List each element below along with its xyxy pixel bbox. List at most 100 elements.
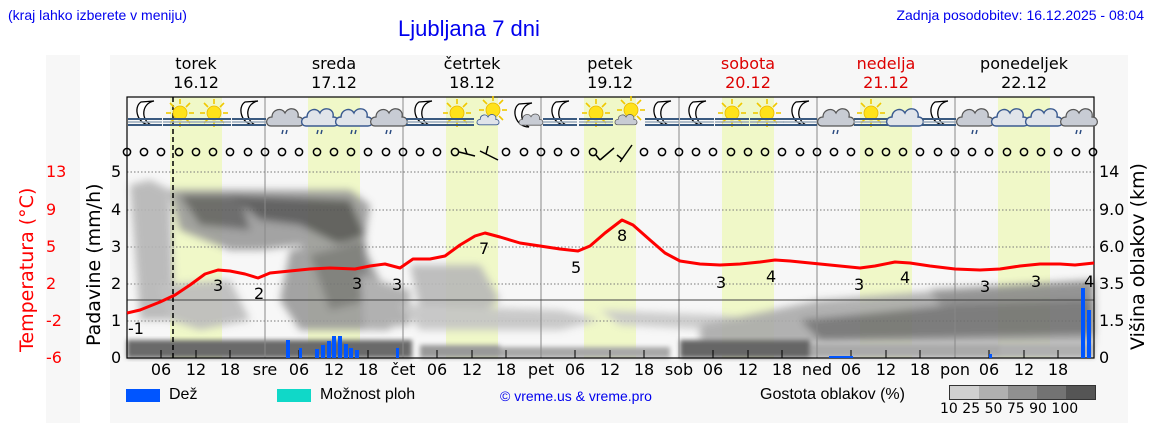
cloud-density-scale bbox=[949, 385, 1096, 400]
svg-text:2: 2 bbox=[254, 284, 264, 303]
cloud-density-ticks: 10 25 50 75 90 100 bbox=[940, 401, 1078, 417]
copyright: © vreme.us & vreme.pro bbox=[500, 388, 652, 404]
svg-text:3: 3 bbox=[716, 273, 726, 292]
storm-swatch bbox=[277, 389, 311, 402]
cloud-drizzle-icon bbox=[370, 108, 408, 135]
x-tick: 12 bbox=[461, 360, 483, 379]
x-tick: 12 bbox=[1013, 360, 1035, 379]
cloud-density-layer bbox=[127, 180, 1094, 358]
precip-tick: 3 bbox=[111, 237, 122, 256]
moon-fog-icon bbox=[782, 100, 818, 126]
cloud-height-tick: 3.5 bbox=[1099, 274, 1125, 293]
day-name: sreda bbox=[311, 54, 357, 73]
cloud-drizzle-icon bbox=[266, 108, 304, 135]
temp-tick: 9 bbox=[46, 200, 57, 219]
density-tick: 25 bbox=[962, 401, 981, 417]
svg-text:-1: -1 bbox=[128, 319, 144, 338]
x-tick: sre bbox=[252, 360, 278, 379]
x-tick: 12 bbox=[323, 360, 345, 379]
day-date: 17.12 bbox=[311, 73, 357, 92]
day-header: četrtek 18.12 bbox=[412, 54, 532, 92]
density-tick: 10 bbox=[940, 401, 958, 417]
precip-tick: 1 bbox=[111, 311, 122, 330]
moon-fog-icon bbox=[644, 100, 680, 126]
x-tick: 18 bbox=[771, 360, 793, 379]
day-date: 16.12 bbox=[173, 73, 219, 92]
cloud-drizzle-icon bbox=[956, 108, 994, 135]
day-name: sobota bbox=[720, 54, 776, 73]
day-separators bbox=[264, 97, 956, 358]
cloud-height-tick: 0 bbox=[1099, 348, 1110, 367]
svg-text:3: 3 bbox=[352, 274, 362, 293]
svg-text:3: 3 bbox=[1031, 272, 1041, 291]
page-title: Ljubljana 7 dni bbox=[398, 16, 540, 41]
rain-legend-label: Dež bbox=[169, 386, 198, 403]
day-header: sobota 20.12 bbox=[688, 54, 808, 92]
x-tick: pet bbox=[527, 360, 555, 379]
moon-fog-icon bbox=[921, 100, 957, 126]
wind-symbols bbox=[122, 144, 1098, 163]
precip-tick: 4 bbox=[111, 200, 122, 219]
day-name: petek bbox=[587, 54, 633, 73]
moon-fog-icon bbox=[542, 100, 578, 126]
last-updated: Zadnja posodobitev: 16.12.2025 - 08:04 bbox=[896, 7, 1144, 23]
x-tick: ned bbox=[801, 360, 833, 379]
moon-cloud-icon bbox=[514, 102, 544, 128]
moon-fog-icon bbox=[679, 100, 715, 126]
temperature-labels: -1 3 2 3 3 7 5 8 3 4 3 4 3 3 4 bbox=[128, 226, 1094, 338]
svg-text:4: 4 bbox=[766, 267, 776, 286]
day-name: ponedeljek bbox=[980, 54, 1068, 73]
x-tick: 18 bbox=[1047, 360, 1069, 379]
day-date: 20.12 bbox=[725, 73, 771, 92]
density-tick: 50 bbox=[984, 401, 1003, 417]
svg-text:7: 7 bbox=[479, 239, 489, 258]
temp-tick: 2 bbox=[46, 274, 57, 293]
density-tick: 100 bbox=[1051, 401, 1079, 417]
precip-tick: 0 bbox=[111, 348, 122, 367]
svg-text:3: 3 bbox=[980, 277, 990, 296]
cloud-density-label: Gostota oblakov (%) bbox=[760, 386, 905, 403]
precip-tick: 2 bbox=[111, 274, 122, 293]
day-header: sreda 17.12 bbox=[274, 54, 394, 92]
x-tick: 18 bbox=[495, 360, 517, 379]
x-tick: 12 bbox=[737, 360, 759, 379]
day-date: 19.12 bbox=[587, 73, 633, 92]
x-tick: 06 bbox=[150, 360, 172, 379]
x-tick: čet bbox=[390, 360, 416, 379]
day-name: nedelja bbox=[856, 54, 916, 73]
day-name: torek bbox=[175, 54, 217, 73]
svg-text:4: 4 bbox=[900, 268, 910, 287]
day-header: torek 16.12 bbox=[136, 54, 256, 92]
temperature-line bbox=[126, 218, 1095, 315]
x-tick: 18 bbox=[633, 360, 655, 379]
moon-fog-icon bbox=[127, 100, 163, 126]
x-tick: 06 bbox=[978, 360, 1000, 379]
density-tick: 75 bbox=[1006, 401, 1025, 417]
moon-fog-icon bbox=[231, 100, 267, 126]
x-tick: 06 bbox=[564, 360, 586, 379]
rain-swatch bbox=[126, 389, 160, 402]
day-header: ponedeljek 22.12 bbox=[964, 54, 1084, 92]
svg-text:3: 3 bbox=[854, 275, 864, 294]
day-header: nedelja 21.12 bbox=[826, 54, 946, 92]
svg-text:4: 4 bbox=[1084, 272, 1094, 291]
x-tick: 12 bbox=[185, 360, 207, 379]
svg-text:3: 3 bbox=[392, 275, 402, 294]
day-header: petek 19.12 bbox=[550, 54, 670, 92]
x-tick: 18 bbox=[357, 360, 379, 379]
temp-tick: 13 bbox=[46, 162, 67, 181]
x-tick: 06 bbox=[840, 360, 862, 379]
x-tick: 06 bbox=[288, 360, 310, 379]
wind-barb-icon bbox=[458, 145, 499, 161]
x-tick: 12 bbox=[599, 360, 621, 379]
x-tick: 18 bbox=[219, 360, 241, 379]
svg-text:5: 5 bbox=[571, 258, 581, 277]
moon-fog-icon bbox=[405, 100, 441, 126]
temp-tick: -6 bbox=[46, 348, 62, 367]
wind-barb-icon bbox=[595, 144, 633, 163]
temp-tick: 5 bbox=[46, 237, 57, 256]
rain-bars bbox=[286, 288, 1091, 358]
storm-legend-label: Možnost ploh bbox=[320, 386, 416, 403]
x-tick: pon bbox=[939, 360, 971, 379]
x-tick: 06 bbox=[702, 360, 724, 379]
